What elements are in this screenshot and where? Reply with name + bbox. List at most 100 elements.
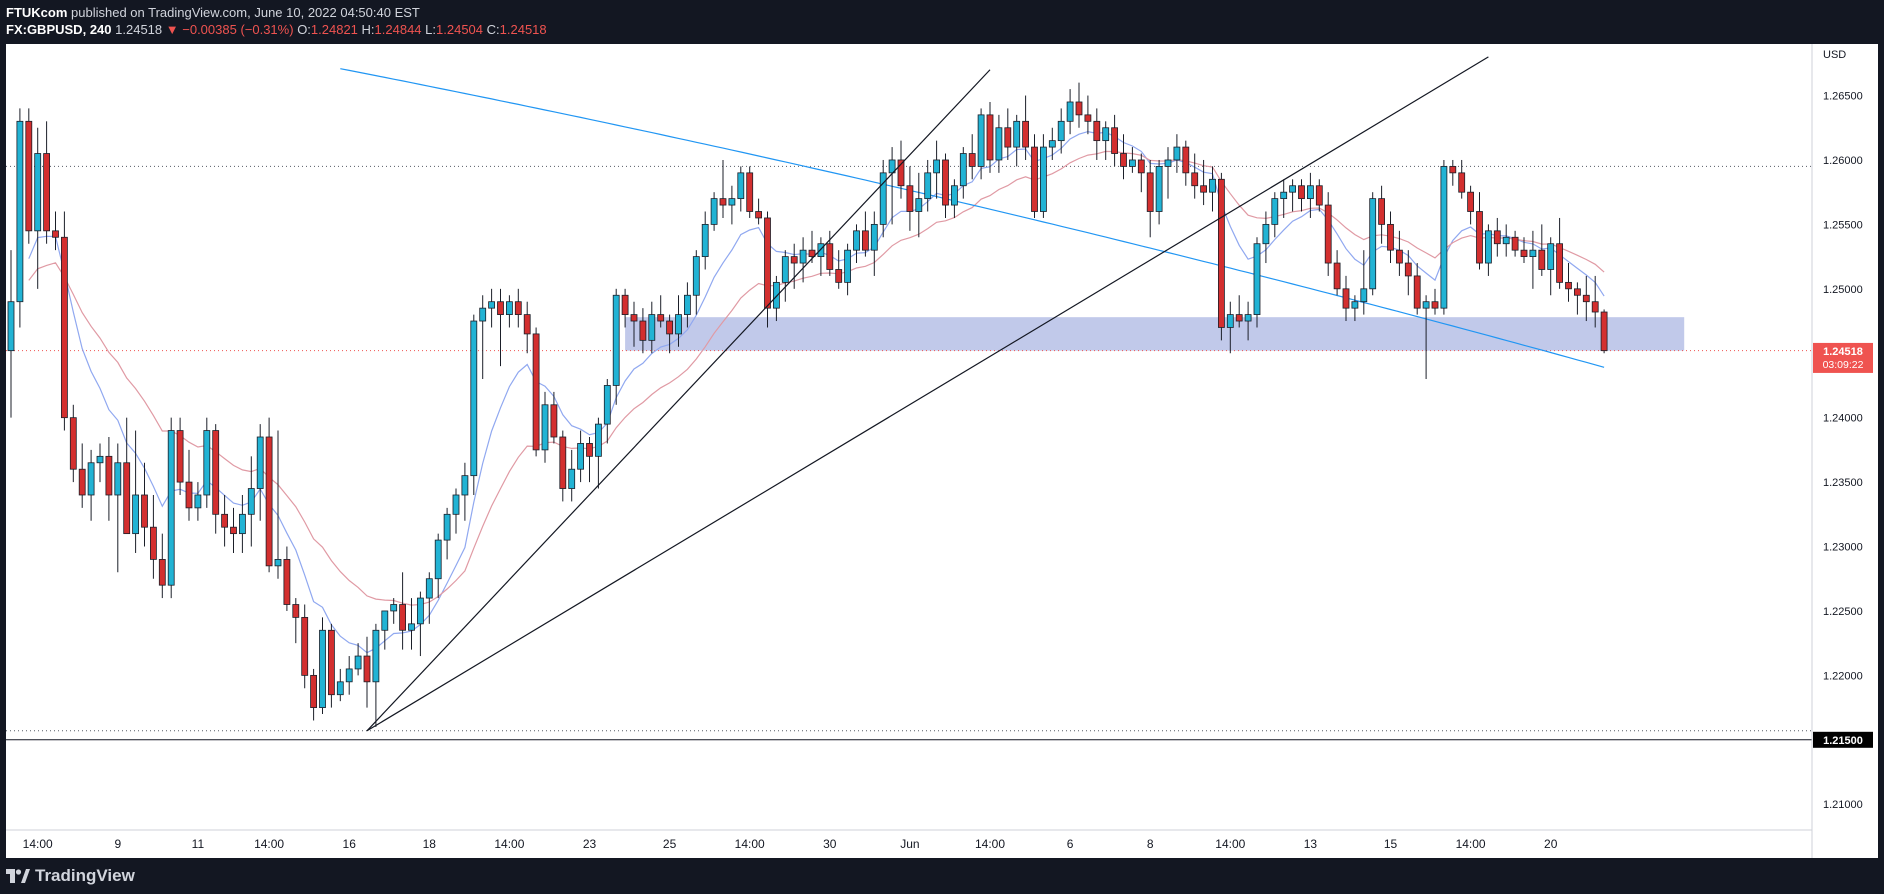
chart-panel[interactable]: USD 1.265001.260001.255001.250001.245001… xyxy=(6,44,1878,858)
candle-body xyxy=(434,539,442,580)
time-tick-label: 14:00 xyxy=(1215,837,1245,851)
candle xyxy=(799,237,807,283)
price-tick-label: 1.26500 xyxy=(1823,91,1863,103)
candle xyxy=(1547,237,1555,296)
currency-label: USD xyxy=(1823,49,1846,61)
long-ma-line xyxy=(340,68,1605,368)
candle-body xyxy=(1111,127,1118,154)
candle-body xyxy=(43,153,50,232)
candle-body xyxy=(1324,204,1332,264)
candle-body xyxy=(995,127,1003,161)
candle xyxy=(452,488,460,534)
candle xyxy=(559,430,567,502)
candle xyxy=(1476,192,1483,270)
candle xyxy=(951,179,958,218)
candle-body xyxy=(835,269,843,283)
candle xyxy=(1307,172,1314,218)
candle-body xyxy=(1351,301,1359,309)
candle-body xyxy=(933,159,940,174)
candle xyxy=(817,237,825,276)
candle xyxy=(1396,230,1403,276)
candle-body xyxy=(61,236,68,419)
candle-body xyxy=(408,623,415,631)
candle-body xyxy=(1155,166,1163,212)
time-tick-label: 11 xyxy=(192,837,205,851)
candle-body xyxy=(381,610,389,631)
candle-body xyxy=(247,488,255,515)
interval[interactable]: 240 xyxy=(89,22,112,37)
candle-body xyxy=(1146,172,1154,212)
candle xyxy=(1111,114,1118,167)
candle-body xyxy=(345,668,353,683)
candle xyxy=(1155,159,1163,225)
candle-body xyxy=(684,294,691,315)
candle-body xyxy=(1458,172,1466,193)
candle-body xyxy=(1307,185,1314,200)
candle xyxy=(390,598,398,624)
price-chart[interactable]: USD 1.265001.260001.255001.250001.245001… xyxy=(6,44,1878,858)
candle-body xyxy=(826,243,834,270)
candle xyxy=(1360,250,1368,315)
candle xyxy=(372,623,380,727)
candle-body xyxy=(648,314,656,341)
candle-body xyxy=(737,172,745,200)
candle-body xyxy=(559,436,567,489)
candle xyxy=(835,250,843,289)
candle xyxy=(1520,237,1528,264)
last-price-value: 1.24518 xyxy=(1823,346,1863,358)
candle xyxy=(550,391,558,444)
candle-body xyxy=(167,430,175,586)
candle xyxy=(1582,275,1590,322)
close-value: 1.24518 xyxy=(499,22,547,37)
price-tick-label: 1.24000 xyxy=(1823,413,1863,425)
candle xyxy=(238,494,246,553)
candle xyxy=(132,430,139,553)
candle-body xyxy=(1271,198,1279,225)
candle-body xyxy=(657,314,665,322)
candle xyxy=(701,211,709,270)
candle-body xyxy=(1040,146,1047,212)
candle xyxy=(781,250,789,302)
candle-body xyxy=(372,629,380,683)
candle xyxy=(675,295,682,347)
candle xyxy=(1182,140,1190,186)
price-tick-label: 1.23500 xyxy=(1823,477,1863,489)
candle-body xyxy=(870,223,878,251)
candle xyxy=(1298,179,1305,212)
candle xyxy=(737,166,745,212)
candle-body xyxy=(1004,127,1012,148)
candle xyxy=(1048,127,1056,160)
candle xyxy=(1057,108,1065,154)
publisher-name[interactable]: FTUKcom xyxy=(6,5,68,20)
candle xyxy=(52,211,59,251)
candle xyxy=(34,127,42,289)
candle xyxy=(488,288,496,328)
candle xyxy=(1333,250,1341,296)
candle xyxy=(443,507,451,560)
candle-body xyxy=(728,198,736,206)
candle-body xyxy=(1582,294,1590,303)
candle xyxy=(621,288,629,328)
candle-body xyxy=(1467,191,1474,212)
candle-body xyxy=(461,475,469,496)
candle xyxy=(639,308,647,354)
candle xyxy=(1600,309,1608,354)
tradingview-logo[interactable]: TradingView xyxy=(6,866,135,886)
candle xyxy=(1565,263,1572,302)
candle-body xyxy=(986,114,994,161)
candle-body xyxy=(1209,178,1216,193)
candle-body xyxy=(853,230,860,251)
horizontal-levels-layer xyxy=(6,165,1812,741)
candle xyxy=(1511,230,1519,257)
candle-body xyxy=(1022,120,1029,148)
candle xyxy=(310,668,318,721)
candle-body xyxy=(550,404,558,438)
candle-body xyxy=(1120,153,1127,167)
symbol-name[interactable]: FX:GBPUSD xyxy=(6,22,83,37)
candle xyxy=(1538,224,1546,276)
candle-body xyxy=(1013,120,1021,148)
candle-body xyxy=(425,578,433,599)
candle-body xyxy=(1315,185,1323,206)
candle xyxy=(1315,179,1323,212)
candle xyxy=(256,424,264,521)
